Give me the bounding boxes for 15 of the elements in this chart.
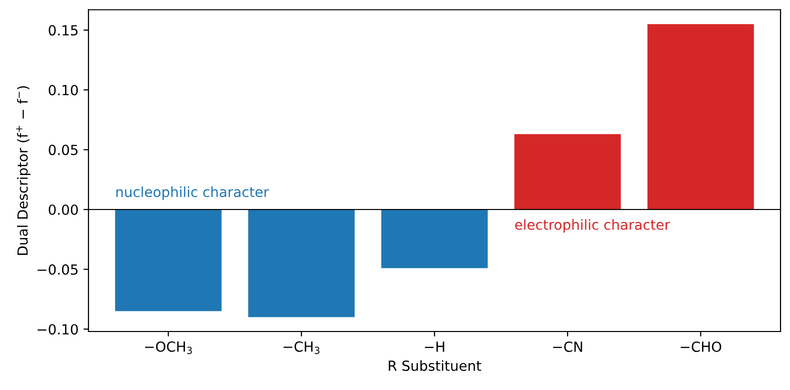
x-tick-label: −CHO	[680, 341, 722, 352]
x-tick-label: −CH$_{3}$	[284, 341, 320, 354]
annotation: nucleophilic character	[116, 186, 269, 200]
y-tick-label: 0.00	[48, 204, 78, 215]
annotation: electrophilic character	[515, 219, 670, 233]
y-tick-label: 0.05	[48, 144, 78, 156]
x-tick-label: −OCH$_{3}$	[145, 341, 192, 354]
x-tick-label: −H	[424, 342, 444, 352]
y-tick-label: −0.05	[38, 264, 78, 275]
x-tick-label: −CN	[553, 341, 582, 352]
x-axis-title: R Substituent	[388, 360, 482, 371]
y-tick-label: 0.10	[48, 84, 78, 96]
y-tick-label: −0.10	[38, 324, 78, 335]
y-tick-label: 0.15	[48, 25, 78, 36]
y-axis-title: Dual Descriptor (f$^{+}$ − f$^{−}$)	[16, 86, 30, 255]
